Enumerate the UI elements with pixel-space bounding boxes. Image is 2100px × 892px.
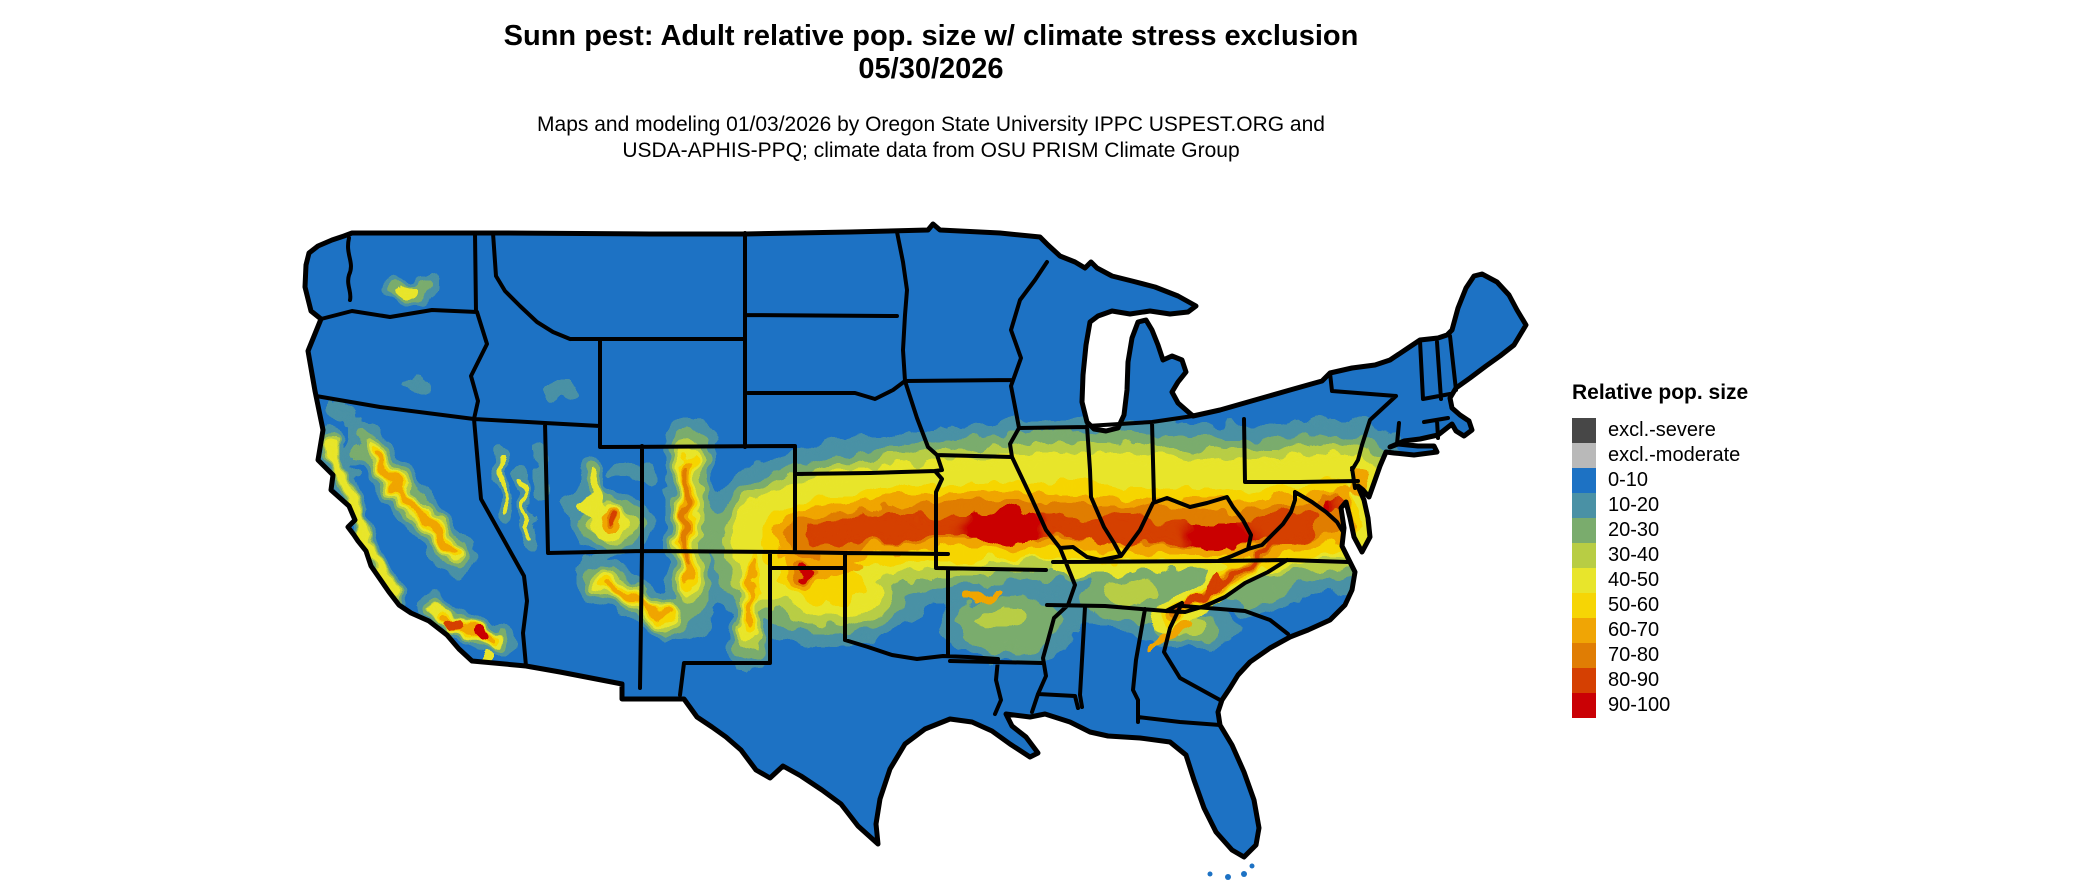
map-subtitle-line1: Maps and modeling 01/03/2026 by Oregon S… <box>537 113 1325 136</box>
heat-layer-80-100 <box>372 453 1347 638</box>
legend-swatch-p40_50 <box>1572 568 1596 593</box>
legend-item: 60-70 <box>1572 618 1832 643</box>
legend-label: 50-60 <box>1608 594 1660 616</box>
map-title-date: 05/30/2026 <box>858 53 1004 85</box>
legend-item: 50-60 <box>1572 593 1832 618</box>
legend-item: 0-10 <box>1572 468 1832 493</box>
legend-label: 60-70 <box>1608 619 1660 641</box>
legend-swatch-p80_90 <box>1572 668 1596 693</box>
map-subtitle-line2: USDA-APHIS-PPQ; climate data from OSU PR… <box>622 139 1240 162</box>
legend-label: 10-20 <box>1608 494 1660 516</box>
legend-label: 0-10 <box>1608 469 1649 491</box>
legend-swatch-p10_20 <box>1572 493 1596 518</box>
legend-item: 80-90 <box>1572 668 1832 693</box>
legend-swatch-p50_60 <box>1572 593 1596 618</box>
legend-swatch-p20_30 <box>1572 518 1596 543</box>
legend-label: 70-80 <box>1608 644 1660 666</box>
legend-label: excl.-severe <box>1608 419 1716 441</box>
figure-titles: Sunn pest: Adult relative pop. size w/ c… <box>231 20 1631 164</box>
legend-item: 40-50 <box>1572 568 1832 593</box>
legend-item: 70-80 <box>1572 643 1832 668</box>
legend-swatch-p60_70 <box>1572 618 1596 643</box>
legend-title: Relative pop. size <box>1572 381 1749 404</box>
legend-swatch-p90_100 <box>1572 693 1596 718</box>
legend-item: excl.-moderate <box>1572 443 1832 468</box>
map-subtitle: Maps and modeling 01/03/2026 by Oregon S… <box>231 112 1631 164</box>
state-borders <box>314 230 1458 727</box>
legend-label: 20-30 <box>1608 519 1660 541</box>
legend-swatch-excl_moderate <box>1572 443 1596 468</box>
florida-keys <box>1207 863 1255 880</box>
legend-label: 30-40 <box>1608 544 1660 566</box>
legend: Relative pop. size excl.-severe excl.-mod… <box>1572 381 1832 718</box>
legend-item: 30-40 <box>1572 543 1832 568</box>
legend-label: excl.-moderate <box>1608 444 1741 466</box>
map-title-line1: Sunn pest: Adult relative pop. size w/ c… <box>503 20 1359 52</box>
legend-item: 10-20 <box>1572 493 1832 518</box>
legend-item: 90-100 <box>1572 693 1832 718</box>
legend-swatch-excl_severe <box>1572 418 1596 443</box>
legend-label: 80-90 <box>1608 669 1660 691</box>
legend-items: excl.-severe excl.-moderate 0-10 10-20 20-30… <box>1572 418 1832 718</box>
legend-item: 20-30 <box>1572 518 1832 543</box>
legend-swatch-p30_40 <box>1572 543 1596 568</box>
legend-swatch-p0_10 <box>1572 468 1596 493</box>
legend-label: 90-100 <box>1608 694 1671 716</box>
legend-label: 40-50 <box>1608 569 1660 591</box>
legend-item: excl.-severe <box>1572 418 1832 443</box>
legend-swatch-p70_80 <box>1572 643 1596 668</box>
